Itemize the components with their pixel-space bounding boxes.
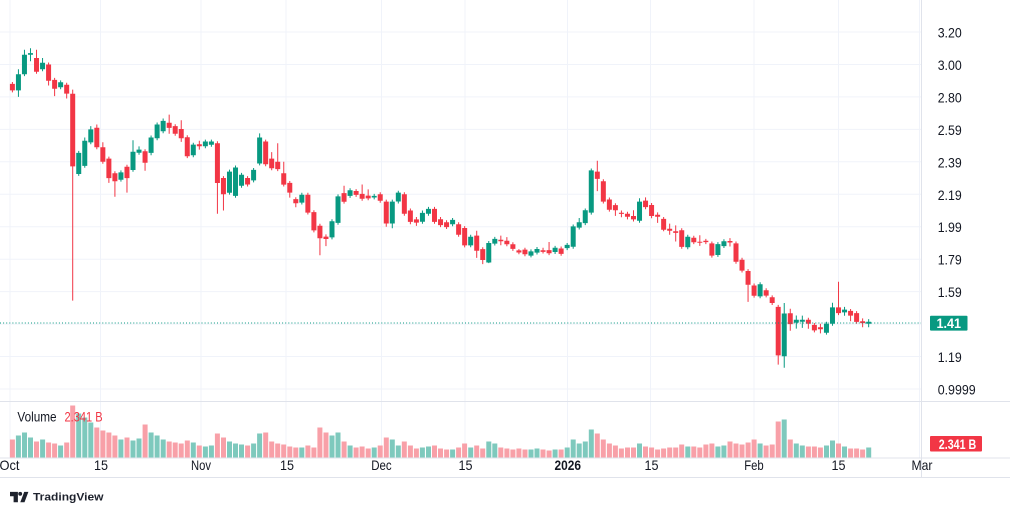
svg-text:2.59: 2.59 [938,122,962,138]
svg-text:1.79: 1.79 [938,252,962,268]
svg-text:1.99: 1.99 [938,219,962,235]
svg-text:Mar: Mar [912,457,933,473]
svg-text:2.80: 2.80 [938,89,962,105]
svg-text:2026: 2026 [555,457,582,473]
svg-text:Oct: Oct [0,457,20,473]
svg-text:3.20: 3.20 [938,25,962,41]
svg-text:15: 15 [280,457,294,473]
svg-text:15: 15 [832,457,846,473]
svg-text:Volume: Volume [17,408,56,424]
svg-text:Feb: Feb [744,457,764,473]
svg-text:Nov: Nov [191,457,211,473]
svg-text:Dec: Dec [371,457,392,473]
svg-text:1.41: 1.41 [937,315,962,331]
svg-text:TradingView: TradingView [33,492,104,504]
svg-text:2.19: 2.19 [938,187,962,203]
svg-text:2.341 B: 2.341 B [65,408,103,424]
svg-text:15: 15 [94,457,108,473]
svg-text:1.19: 1.19 [938,349,962,365]
svg-text:2.341 B: 2.341 B [939,436,976,452]
svg-text:0.9999: 0.9999 [938,382,976,398]
svg-text:1.59: 1.59 [938,284,962,300]
svg-text:3.00: 3.00 [938,57,962,73]
svg-text:15: 15 [459,457,473,473]
svg-text:2.39: 2.39 [938,154,962,170]
svg-text:15: 15 [645,457,659,473]
